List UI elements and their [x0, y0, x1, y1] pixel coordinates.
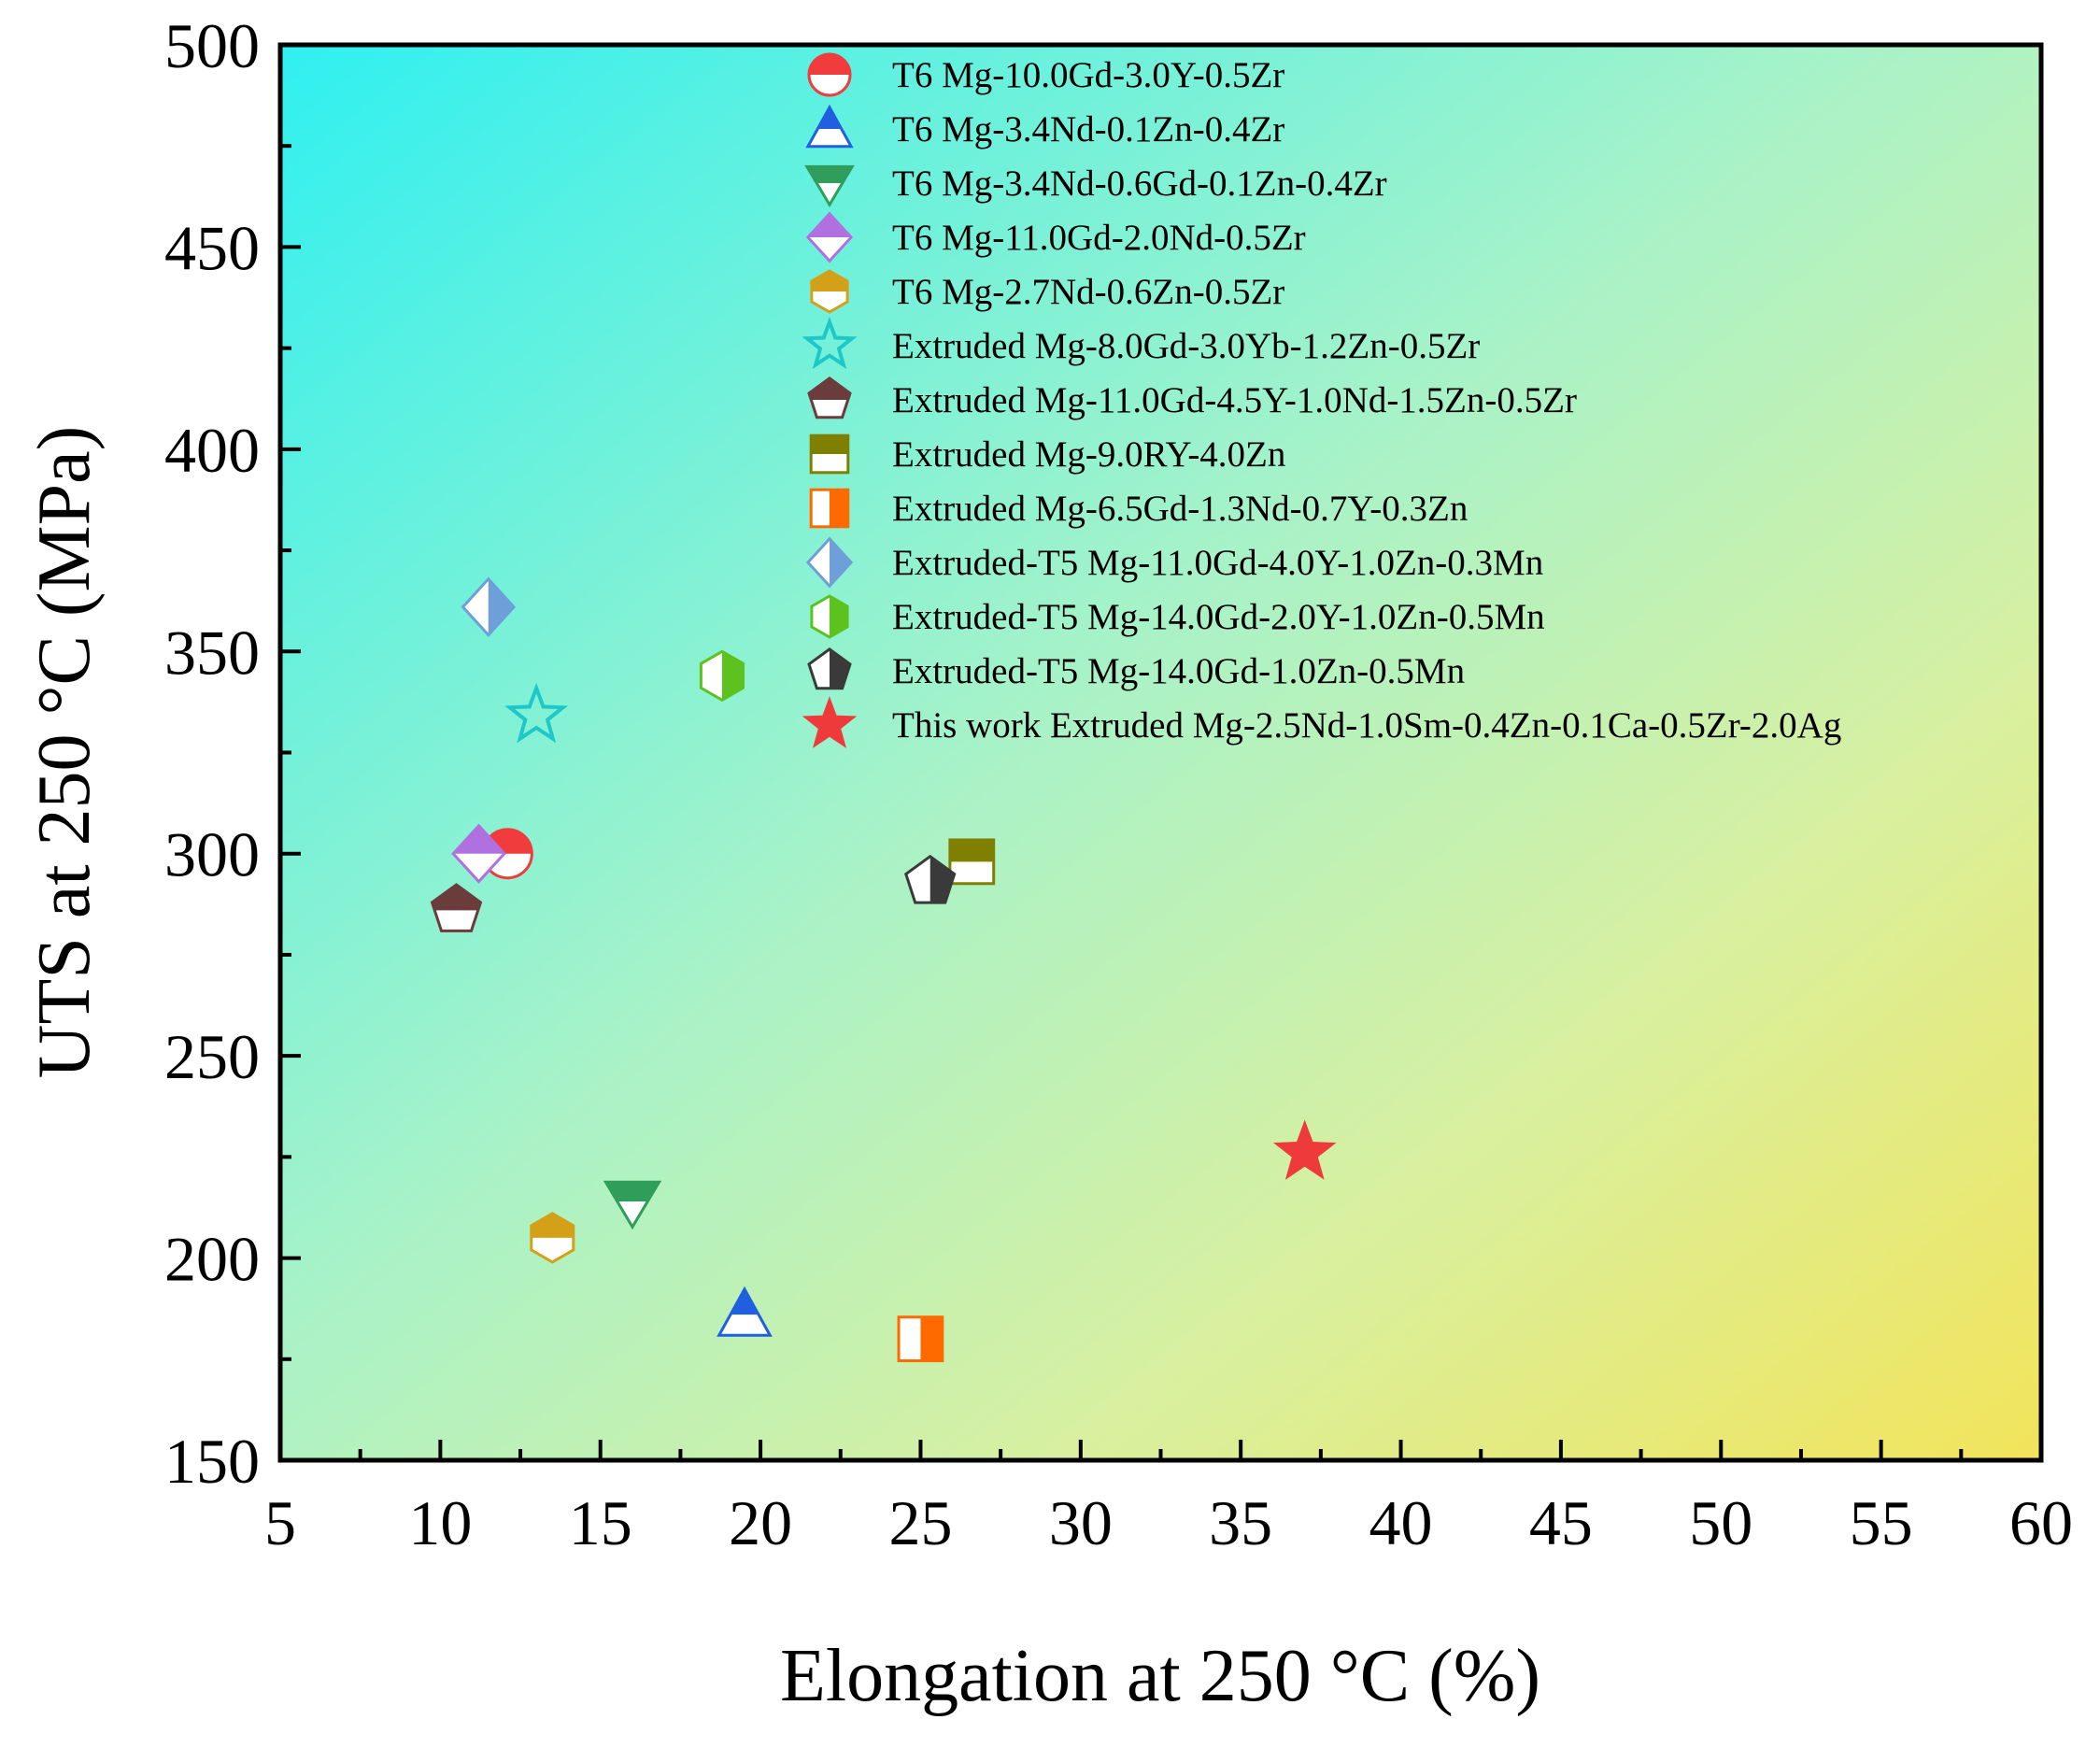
axis-ticks: 5 10 15 20 25 30 35 40 45 50 55 60 150 200 250 300 350 40… — [164, 10, 2073, 1558]
legend-label-11: Extruded-T5 Mg-14.0Gd-2.0Y-1.0Zn-0.5Mn — [892, 597, 1545, 637]
legend-marker-1 — [807, 52, 852, 97]
legend-marker-10 — [805, 536, 854, 589]
legend: T6 Mg-10.0Gd-3.0Y-0.5Zr T6 Mg-3.4Nd-0.1Zn… — [802, 52, 1841, 748]
x-tick-label: 35 — [1209, 1487, 1272, 1558]
y-tick-label: 400 — [164, 415, 260, 486]
legend-marker-4 — [805, 211, 854, 263]
legend-marker-8 — [809, 433, 850, 475]
legend-label-4: T6 Mg-11.0Gd-2.0Nd-0.5Zr — [892, 218, 1306, 258]
legend-label-7: Extruded Mg-11.0Gd-4.5Y-1.0Nd-1.5Zn-0.5Z… — [892, 380, 1577, 420]
data-point-2 — [717, 1286, 773, 1337]
legend-label-10: Extruded-T5 Mg-11.0Gd-4.0Y-1.0Zn-0.3Mn — [892, 543, 1543, 583]
legend-label-3: T6 Mg-3.4Nd-0.6Gd-0.1Zn-0.4Zr — [892, 163, 1387, 204]
legend-label-6: Extruded Mg-8.0Gd-3.0Yb-1.2Zn-0.5Zr — [892, 326, 1480, 366]
y-tick-label: 300 — [164, 819, 260, 890]
legend-label-8: Extruded Mg-9.0RY-4.0Zn — [892, 434, 1285, 475]
legend-label-1: T6 Mg-10.0Gd-3.0Y-0.5Zr — [892, 55, 1284, 95]
legend-label-12: Extruded-T5 Mg-14.0Gd-1.0Zn-0.5Mn — [892, 651, 1465, 691]
legend-marker-12 — [807, 647, 852, 690]
legend-label-5: T6 Mg-2.7Nd-0.6Zn-0.5Zr — [892, 272, 1284, 312]
y-tick-label: 150 — [164, 1426, 260, 1497]
legend-marker-11 — [810, 594, 849, 639]
data-point-8 — [948, 838, 996, 886]
x-tick-label: 50 — [1689, 1487, 1752, 1558]
y-tick-label: 250 — [164, 1021, 260, 1092]
data-point-7 — [430, 883, 483, 932]
x-tick-label: 20 — [729, 1487, 792, 1558]
x-axis-title: Elongation at 250 °C (%) — [780, 1635, 1540, 1717]
data-point-5 — [530, 1212, 575, 1264]
y-tick-label: 450 — [164, 212, 260, 283]
y-tick-label: 500 — [164, 10, 260, 81]
legend-marker-6 — [802, 316, 858, 370]
x-tick-label: 55 — [1850, 1487, 1913, 1558]
x-tick-label: 30 — [1049, 1487, 1113, 1558]
legend-marker-5 — [810, 269, 849, 314]
data-points — [430, 576, 1337, 1363]
data-point-12 — [904, 854, 957, 904]
legend-label-2: T6 Mg-3.4Nd-0.1Zn-0.4Zr — [892, 109, 1284, 149]
legend-label-13: This work Extruded Mg-2.5Nd-1.0Sm-0.4Zn-… — [892, 705, 1841, 746]
data-point-10 — [461, 576, 517, 637]
data-point-13 — [1272, 1119, 1337, 1180]
y-tick-label: 350 — [164, 617, 260, 688]
data-point-9 — [897, 1315, 944, 1363]
legend-marker-9 — [809, 488, 850, 529]
y-axis-title: UTS at 250 °C (MPa) — [23, 426, 106, 1079]
plot-frame — [277, 42, 2044, 1463]
x-tick-label: 40 — [1369, 1487, 1433, 1558]
x-tick-label: 25 — [888, 1487, 952, 1558]
x-tick-label: 45 — [1529, 1487, 1593, 1558]
x-tick-label: 10 — [408, 1487, 472, 1558]
data-point-4 — [451, 823, 506, 884]
data-point-3 — [603, 1180, 662, 1230]
data-point-11 — [699, 649, 745, 703]
legend-marker-7 — [807, 377, 852, 419]
data-point-6 — [504, 682, 569, 744]
legend-marker-13 — [802, 696, 858, 748]
legend-label-9: Extruded Mg-6.5Gd-1.3Nd-0.7Y-0.3Zn — [892, 489, 1468, 529]
x-tick-label: 60 — [2009, 1487, 2073, 1558]
y-tick-label: 200 — [164, 1224, 260, 1295]
legend-marker-2 — [805, 104, 854, 149]
x-tick-label: 15 — [569, 1487, 632, 1558]
x-tick-label: 5 — [264, 1487, 296, 1558]
legend-marker-3 — [804, 164, 855, 208]
